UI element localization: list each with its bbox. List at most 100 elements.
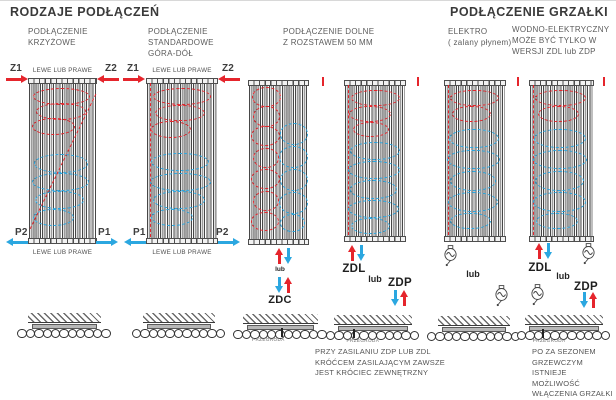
return-arrow-p2 bbox=[6, 238, 28, 247]
label-lub-zdc: lub bbox=[275, 266, 285, 273]
mounting-bar bbox=[146, 324, 212, 329]
wall-hatch bbox=[438, 316, 510, 326]
top-divider bbox=[0, 0, 616, 1]
return-arrow-p1 bbox=[124, 238, 146, 247]
label-lub-wodno: lub bbox=[556, 271, 570, 281]
radiator-bottom-collector bbox=[248, 239, 309, 245]
mounting-bar bbox=[441, 327, 507, 332]
note-zasilanie: PRZY ZASILANIU ZDP LUB ZDL KRÓĆCEM ZASIL… bbox=[315, 347, 445, 377]
supply-arrow-z1 bbox=[6, 75, 28, 84]
heating-element-icon bbox=[581, 243, 596, 266]
tube-row bbox=[426, 332, 521, 342]
label-lub-zdl-zdp: lub bbox=[368, 274, 382, 284]
radiator-bottom-collector bbox=[529, 236, 594, 242]
wall-hatch bbox=[28, 313, 101, 323]
flow-pattern bbox=[147, 78, 217, 244]
port-p2: P2 bbox=[15, 227, 28, 238]
heating-element-icon bbox=[494, 285, 509, 308]
radiator-bottom-collector bbox=[146, 238, 218, 244]
partition-label: PRZEGRODA bbox=[532, 338, 566, 343]
label-top-lewe-lub-prawe-2: LEWE LUB PRAWE bbox=[152, 67, 212, 74]
radiator-top-collector bbox=[344, 80, 406, 86]
radiator-wodno-elektryczny bbox=[529, 80, 594, 242]
cross-section-6: PRZEGRODA bbox=[516, 315, 611, 343]
cross-section-2 bbox=[131, 313, 226, 339]
radiator-top-collector bbox=[146, 78, 218, 84]
supply-arrow-z1 bbox=[123, 75, 145, 84]
return-arrow-down bbox=[284, 248, 293, 264]
mounting-bar bbox=[528, 326, 600, 331]
wall-hatch bbox=[143, 313, 215, 323]
tube-row bbox=[131, 329, 226, 339]
caption-krzyzowe: PODŁĄCZENIE KRZYŻOWE bbox=[28, 27, 88, 47]
page-title-connections: RODZAJE PODŁĄCZEŃ bbox=[10, 5, 160, 19]
supply-arrow-zdp bbox=[400, 290, 409, 306]
partition-tick bbox=[352, 329, 355, 338]
port-z2: Z2 bbox=[105, 63, 118, 74]
caption-standardowe: PODŁĄCZENIE STANDARDOWE GÓRA-DÓŁ bbox=[148, 27, 214, 58]
tube-row bbox=[17, 329, 111, 339]
wall-hatch bbox=[334, 315, 412, 325]
page-title-heater: PODŁĄCZENIE GRZAŁKI bbox=[450, 5, 609, 19]
wall-hatch bbox=[525, 315, 603, 325]
code-zdl: ZDL bbox=[342, 263, 366, 275]
radiator-top-collector bbox=[444, 80, 506, 86]
code-zdl: ZDL bbox=[528, 262, 552, 274]
code-zdc: ZDC bbox=[268, 294, 292, 306]
radiator-bottom-collector bbox=[444, 236, 506, 242]
tube-row bbox=[233, 330, 327, 340]
supply-arrow-z2 bbox=[218, 75, 240, 84]
port-z2: Z2 bbox=[222, 63, 235, 74]
supply-arrow-zdl bbox=[348, 245, 357, 261]
caption-wodno: WODNO-ELEKTRYCZNY MOŻE BYĆ TYLKO W WERSJ… bbox=[512, 25, 610, 56]
dimension-tick bbox=[322, 77, 324, 86]
supply-arrow-up-alt bbox=[284, 277, 293, 293]
radiator-krzyzowe bbox=[28, 78, 97, 244]
radiator-dolne-zdc bbox=[248, 80, 309, 245]
radiator-top-collector bbox=[28, 78, 97, 84]
partition-tick bbox=[542, 329, 545, 338]
flow-pattern bbox=[249, 80, 308, 245]
port-z1: Z1 bbox=[127, 63, 140, 74]
radiator-bottom-collector bbox=[28, 238, 97, 244]
flow-pattern bbox=[530, 80, 593, 242]
heating-element-icon bbox=[530, 284, 545, 307]
wall-hatch bbox=[243, 314, 318, 324]
code-zdp: ZDP bbox=[388, 277, 412, 289]
supply-arrow-zdl bbox=[535, 243, 544, 259]
supply-arrow-z2 bbox=[97, 75, 119, 84]
label-bottom-lewe-lub-prawe-1: LEWE LUB PRAWE bbox=[32, 249, 93, 256]
tube-row bbox=[325, 331, 420, 341]
radiator-bottom-collector bbox=[344, 236, 406, 242]
return-arrow-zdp bbox=[391, 290, 400, 306]
radiator-top-collector bbox=[529, 80, 594, 86]
flow-pattern bbox=[29, 78, 96, 244]
partition-label: PRZEGRODA bbox=[252, 337, 285, 342]
mounting-bar bbox=[31, 324, 98, 329]
supply-arrow-up bbox=[275, 248, 284, 264]
port-p1: P1 bbox=[133, 227, 146, 238]
flow-pattern bbox=[345, 80, 405, 242]
caption-elektro: ELEKTRO ( zalany płynem) bbox=[448, 27, 512, 47]
radiator-zdl-zdp bbox=[344, 80, 406, 242]
return-arrow-zdp bbox=[580, 292, 589, 308]
radiator-standardowe bbox=[146, 78, 218, 244]
return-arrow-p2 bbox=[218, 238, 240, 247]
supply-arrow-zdp bbox=[589, 292, 598, 308]
cross-section-4: PRZEGRODA bbox=[325, 315, 420, 343]
port-p2: P2 bbox=[216, 227, 229, 238]
flow-pattern bbox=[445, 80, 505, 242]
return-arrow-zdl bbox=[544, 243, 553, 259]
return-arrow-down-alt bbox=[275, 277, 284, 293]
port-z1: Z1 bbox=[10, 63, 23, 74]
caption-dolne: PODŁĄCZENIE DOLNE Z ROZSTAWEM 50 MM bbox=[283, 27, 375, 47]
dimension-tick bbox=[517, 77, 519, 86]
code-zdp: ZDP bbox=[574, 281, 598, 293]
label-top-lewe-lub-prawe-1: LEWE LUB PRAWE bbox=[32, 67, 93, 74]
tube-row bbox=[516, 331, 611, 341]
radiator-top-collector bbox=[248, 80, 309, 86]
return-arrow-p1 bbox=[96, 238, 118, 247]
mounting-bar bbox=[337, 326, 409, 331]
cross-section-5 bbox=[426, 316, 521, 342]
